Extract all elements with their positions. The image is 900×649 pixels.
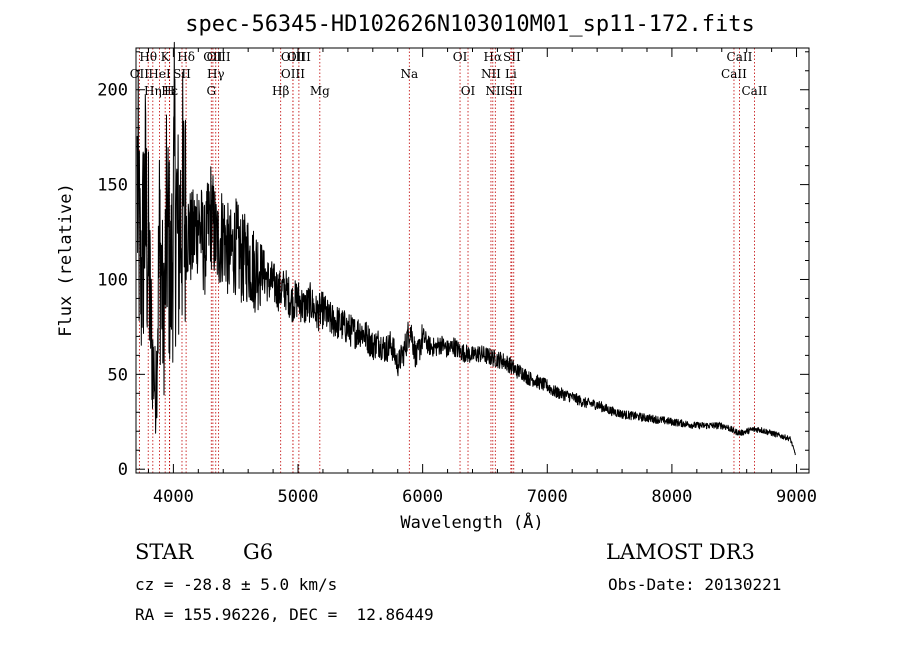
line-label: Mg xyxy=(310,84,330,98)
line-label: CaII xyxy=(721,67,747,81)
object-class: STAR xyxy=(135,540,194,564)
line-label: H xyxy=(164,84,174,98)
line-label: Hγ xyxy=(207,67,225,81)
line-label: OIII xyxy=(207,50,231,64)
spectrum-series xyxy=(136,41,796,456)
line-label: OII xyxy=(203,50,223,64)
line-label: HeI xyxy=(148,67,171,81)
line-label: G xyxy=(206,84,216,98)
line-label: NII xyxy=(485,84,505,98)
line-label: CaII xyxy=(727,50,753,64)
coordinates: RA = 155.96226, DEC = 12.86449 xyxy=(135,605,434,624)
y-tick-label: 150 xyxy=(97,176,128,196)
line-label: Hβ xyxy=(272,84,289,98)
y-tick-label: 100 xyxy=(97,270,128,290)
x-tick-label: 4000 xyxy=(153,487,194,507)
line-label: OII xyxy=(130,67,150,81)
line-label: OIII xyxy=(281,50,305,64)
observation-date: Obs-Date: 20130221 xyxy=(608,575,782,594)
x-tick-label: 9000 xyxy=(776,487,817,507)
plot-frame xyxy=(135,47,810,474)
x-tick-label: 8000 xyxy=(651,487,692,507)
line-label: K xyxy=(161,50,171,64)
line-label: OI xyxy=(461,84,476,98)
line-label: Hη xyxy=(144,84,162,98)
spectrum-line xyxy=(136,41,796,456)
y-axis-label: Flux (relative) xyxy=(56,183,76,337)
line-label: OIII xyxy=(281,67,305,81)
object-subclass: G6 xyxy=(243,540,274,564)
line-label: OI xyxy=(453,50,468,64)
y-tick-label: 0 xyxy=(118,460,128,480)
line-label: Li xyxy=(505,67,517,81)
y-tick-label: 50 xyxy=(108,365,128,385)
chart-title: spec-56345-HD102626N103010M01_sp11-172.f… xyxy=(185,12,755,37)
x-tick-label: 6000 xyxy=(402,487,443,507)
line-label: Hδ xyxy=(177,50,195,64)
line-label: CaII xyxy=(741,84,767,98)
line-label: NII xyxy=(481,67,501,81)
y-tick-label: 200 xyxy=(97,81,128,101)
x-axis-label: Wavelength (Å) xyxy=(400,511,543,533)
line-label: Hα xyxy=(484,50,503,64)
line-label: Na xyxy=(400,67,418,81)
axis-ticks: 4000 5000 6000 7000 8000 9000 0 50 100 150 200 xyxy=(97,48,817,507)
line-label: Hθ xyxy=(139,50,157,64)
x-tick-label: 7000 xyxy=(527,487,568,507)
line-label: SII xyxy=(173,67,191,81)
line-label: OIII xyxy=(287,50,311,64)
survey-name: LAMOST DR3 xyxy=(606,540,755,564)
x-tick-label: 5000 xyxy=(278,487,319,507)
redshift-cz: cz = -28.8 ± 5.0 km/s xyxy=(135,575,338,594)
line-label: SII xyxy=(503,50,521,64)
line-label: SII xyxy=(505,84,523,98)
